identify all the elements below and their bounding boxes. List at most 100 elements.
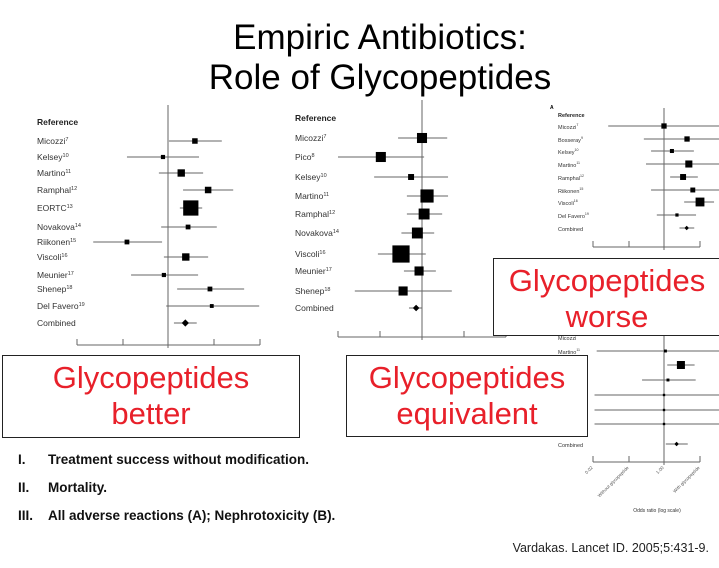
reference-number: 12	[71, 186, 77, 192]
outcome-item: III. All adverse reactions (A); Nephrotox…	[18, 508, 335, 536]
study-estimate-square	[160, 154, 166, 160]
slide-title-line-2: Role of Glycopeptides	[208, 58, 552, 97]
callout-glycopeptides-equivalent: Glycopeptides equivalent	[346, 355, 588, 437]
study-name: Ramphal	[295, 209, 329, 219]
citation: Vardakas. Lancet ID. 2005;5:431-9.	[512, 541, 709, 555]
study-estimate-square	[183, 200, 199, 216]
study-label: Micozzi7	[558, 123, 578, 131]
study-name: Ramphal	[558, 176, 580, 182]
study-name: Micozzi	[558, 125, 576, 131]
study-estimate-square	[408, 174, 415, 180]
study-label: Meunier17	[295, 266, 332, 276]
study-estimate-square	[662, 393, 666, 397]
reference-number: 16	[574, 199, 578, 203]
study-label: Martino11	[37, 168, 71, 178]
study-name: Novakova	[295, 228, 333, 238]
outcome-text: All adverse reactions (A); Nephrotoxicit…	[48, 508, 336, 523]
study-estimate-square	[124, 239, 130, 245]
callout-glycopeptides-better: Glycopeptides better	[2, 355, 300, 438]
reference-number: 7	[65, 137, 68, 143]
study-name: Kelsey	[558, 150, 575, 156]
study-name: Bosseray	[558, 138, 581, 144]
study-estimate-square	[675, 213, 679, 217]
study-name: Pico	[295, 152, 312, 162]
study-name: Martino	[558, 350, 576, 356]
combined-estimate-diamond	[684, 225, 689, 231]
reference-number: 13	[67, 204, 73, 210]
study-label: Ramphal12	[558, 174, 584, 182]
study-label: Bosseray9	[558, 136, 583, 144]
study-label: Del Favero19	[37, 301, 85, 311]
study-estimate-square	[669, 148, 674, 154]
combined-estimate-diamond	[412, 304, 420, 312]
study-name: Novakova	[37, 222, 75, 232]
study-label: Combined	[295, 303, 334, 313]
study-name: Combined	[558, 227, 583, 233]
study-label: Pico8	[295, 152, 315, 162]
column-header-reference: Reference	[295, 113, 336, 123]
study-estimate-square	[418, 208, 430, 220]
study-name: Martino	[37, 168, 66, 178]
study-label: Martino11	[558, 348, 580, 356]
study-estimate-square	[414, 266, 424, 276]
reference-number: 11	[65, 169, 71, 175]
study-label: Viscoli16	[558, 199, 578, 207]
reference-number: 10	[63, 153, 69, 159]
column-header-reference: Reference	[37, 117, 78, 127]
study-name: Micozzi	[295, 133, 323, 143]
reference-number: 18	[66, 285, 72, 291]
study-label: Combined	[558, 443, 583, 449]
study-label: Viscoli16	[295, 249, 326, 259]
study-estimate-square	[676, 360, 685, 370]
slide-title-line-1: Empiric Antibiotics:	[233, 18, 527, 57]
study-estimate-square	[666, 378, 670, 382]
study-estimate-square	[209, 304, 214, 308]
study-estimate-square	[375, 151, 386, 163]
study-estimate-square	[185, 224, 191, 230]
study-label: Kelsey10	[558, 148, 578, 156]
study-name: Combined	[295, 303, 334, 313]
combined-estimate-diamond	[674, 441, 679, 447]
callout-glycopeptides-worse: Glycopeptides worse	[493, 258, 719, 336]
study-label: Ramphal12	[295, 209, 335, 219]
study-label: Micozzi	[558, 336, 576, 342]
study-estimate-square	[662, 422, 666, 426]
x-tick-label: 0.02	[584, 465, 594, 475]
outcome-text: Treatment success without modification.	[48, 452, 310, 467]
callout-better-line-1: Glycopeptides	[52, 360, 250, 395]
study-name: Martino	[558, 163, 576, 169]
reference-number: 14	[333, 229, 339, 235]
outcome-item: II. Mortality.	[18, 480, 335, 508]
study-name: Micozzi	[558, 336, 576, 342]
study-estimate-square	[182, 253, 190, 261]
reference-number: 7	[576, 123, 578, 127]
outcome-text: Mortality.	[48, 480, 108, 495]
outcome-item: I. Treatment success without modification…	[18, 452, 335, 480]
study-label: Micozzi7	[37, 136, 68, 146]
reference-number: 14	[75, 223, 81, 229]
study-label: Combined	[558, 227, 583, 233]
x-tick-label: Without glycopeptide	[597, 465, 630, 498]
study-name: Kelsey	[37, 152, 63, 162]
study-name: Micozzi	[37, 136, 65, 146]
study-label: Riikonen15	[37, 237, 76, 247]
study-label: Ramphal12	[37, 185, 77, 195]
study-label: Del Favero19	[558, 212, 589, 220]
study-estimate-square	[661, 123, 667, 129]
study-name: Riikonen	[558, 189, 579, 195]
study-estimate-square	[680, 174, 687, 180]
study-name: Meunier	[295, 266, 326, 276]
study-estimate-square	[192, 138, 198, 144]
outcome-numeral: III.	[18, 508, 34, 523]
study-name: Viscoli	[558, 201, 574, 207]
callout-equivalent-line-1: Glycopeptides	[368, 360, 566, 395]
reference-number: 15	[579, 187, 583, 191]
study-label: Martino11	[295, 191, 329, 201]
study-name: Shenep	[37, 284, 67, 294]
study-name: EORTC	[37, 203, 67, 213]
reference-number: 16	[319, 250, 325, 256]
study-name: Ramphal	[37, 185, 71, 195]
study-label: Viscoli16	[37, 252, 68, 262]
reference-number: 16	[61, 253, 67, 259]
